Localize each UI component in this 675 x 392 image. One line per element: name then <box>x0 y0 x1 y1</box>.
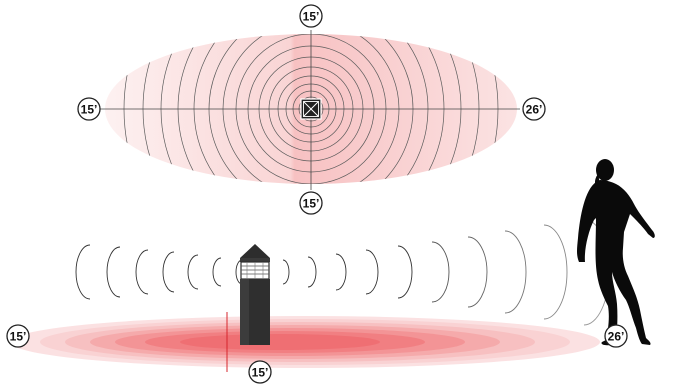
top-view-coverage <box>100 30 520 190</box>
label-right-distance: 26’ <box>522 97 546 121</box>
label-bottom-distance: 15’ <box>299 191 323 215</box>
label-side-left-text: 15’ <box>10 330 27 344</box>
label-top-distance: 15’ <box>299 4 323 28</box>
ground-coverage <box>10 312 600 372</box>
label-side-bottom-distance: 15’ <box>248 360 272 384</box>
label-left-distance: 15’ <box>77 97 101 121</box>
label-side-right-text: 26’ <box>608 330 625 344</box>
label-side-bottom-text: 15’ <box>252 366 269 380</box>
label-left-text: 15’ <box>81 103 98 117</box>
label-top-text: 15’ <box>303 10 320 24</box>
detection-waves <box>75 218 610 326</box>
label-side-left-distance: 15’ <box>6 324 30 348</box>
label-bottom-text: 15’ <box>303 197 320 211</box>
bollard-light-icon <box>240 244 270 345</box>
label-right-text: 26’ <box>526 103 543 117</box>
walking-person-silhouette-icon <box>577 159 655 346</box>
label-side-right-distance: 26’ <box>604 324 628 348</box>
sensor-x-box-icon <box>300 98 322 120</box>
